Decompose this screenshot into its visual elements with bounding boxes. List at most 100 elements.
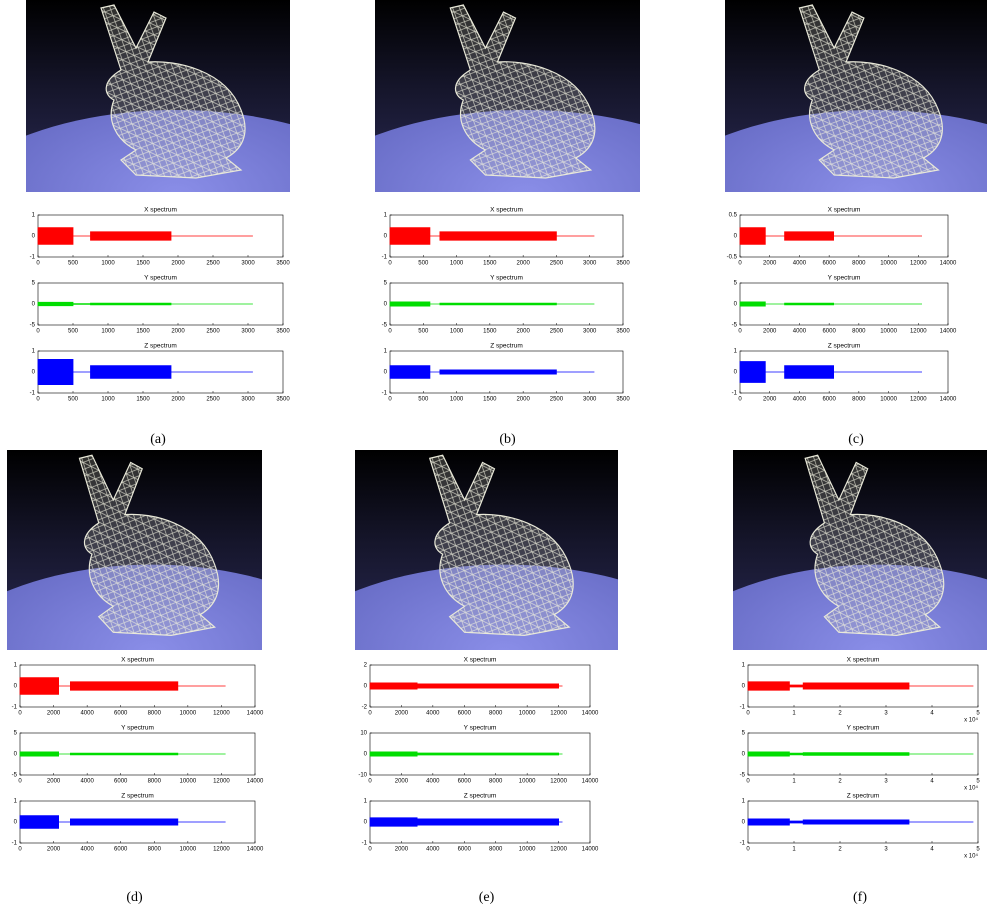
x-tick-label: 3000: [583, 329, 597, 335]
x-tick-label: 5: [976, 711, 980, 717]
x-tick-label: 4000: [793, 329, 807, 335]
x-tick-label: 2500: [206, 329, 220, 335]
x-tick-label: 4000: [80, 711, 94, 717]
x-tick-label: 0: [738, 397, 742, 403]
y-tick-label: 5: [14, 731, 18, 737]
chart-title: Y spectrum: [847, 725, 880, 732]
x-tick-label: 8000: [852, 261, 866, 267]
y-tick-label: -1: [382, 255, 388, 261]
x-tick-label: 1000: [450, 261, 464, 267]
x-tick-label: 1000: [450, 397, 464, 403]
panel-label: (b): [499, 432, 516, 447]
x-tick-label: 500: [68, 261, 79, 267]
x-tick-label: 1500: [483, 329, 497, 335]
x-tick-label: 10000: [880, 329, 897, 335]
x-tick-label: 2: [838, 847, 842, 853]
y-tick-label: -5: [382, 323, 388, 329]
x-tick-label: 4: [930, 711, 934, 717]
x-tick-label: 2000: [47, 779, 61, 785]
x-tick-label: 2000: [171, 329, 185, 335]
y-tick-label: -5: [732, 323, 738, 329]
x-tick-label: 3500: [276, 261, 290, 267]
x-tick-label: 1500: [483, 397, 497, 403]
x-tick-label: 14000: [582, 779, 599, 785]
y-tick-label: -1: [740, 841, 746, 847]
x-tick-label: 2000: [47, 711, 61, 717]
x-tick-label: 3000: [241, 329, 255, 335]
x-tick-label: 5: [976, 847, 980, 853]
y-tick-label: -5: [12, 773, 18, 779]
x-tick-label: 2000: [395, 847, 409, 853]
x-tick-label: 8000: [852, 329, 866, 335]
x-tick-label: 4000: [793, 397, 807, 403]
x-tick-label: 12000: [213, 847, 230, 853]
x-tick-label: 0: [36, 329, 40, 335]
y-tick-label: 0: [32, 302, 36, 308]
chart-title: Z spectrum: [144, 343, 177, 350]
y-tick-label: 0: [384, 234, 388, 240]
x-tick-label: 0: [368, 711, 372, 717]
x-tick-label: 2500: [206, 261, 220, 267]
x-tick-label: 8000: [148, 711, 162, 717]
y-tick-label: 2: [364, 663, 368, 669]
x-tick-label: 14000: [247, 779, 264, 785]
chart-title: Y spectrum: [144, 275, 177, 282]
x-tick-label: 3000: [241, 261, 255, 267]
y-tick-label: 0: [742, 752, 746, 758]
panel-label: (c): [848, 432, 864, 447]
x-tick-label: 2500: [550, 329, 564, 335]
y-tick-label: 1: [384, 349, 388, 355]
x-tick-label: 14000: [582, 711, 599, 717]
y-tick-label: 1: [32, 213, 36, 219]
x-tick-label: 8000: [489, 711, 503, 717]
x-tick-label: 10000: [519, 847, 536, 853]
x-tick-label: 1500: [136, 329, 150, 335]
x-tick-label: 1500: [136, 261, 150, 267]
y-tick-label: 1: [364, 799, 368, 805]
y-tick-label: 0: [742, 820, 746, 826]
y-tick-label: 0: [384, 370, 388, 376]
bunny-render: [245, 450, 763, 856]
y-tick-label: 0.5: [729, 213, 738, 219]
spectrum-envelope: [370, 818, 563, 826]
y-tick-label: 0: [32, 234, 36, 240]
x-tick-label: 12000: [550, 711, 567, 717]
chart-title: Z spectrum: [490, 343, 523, 350]
x-tick-label: 0: [738, 329, 742, 335]
chart-title: Y spectrum: [464, 725, 497, 732]
x-tick-label: 500: [418, 329, 429, 335]
x-tick-label: 1000: [450, 329, 464, 335]
x-tick-label: 1500: [136, 397, 150, 403]
x-tick-label: 10000: [880, 397, 897, 403]
y-tick-label: 1: [742, 799, 746, 805]
x-tick-label: 6000: [458, 847, 472, 853]
x-tick-label: 4000: [793, 261, 807, 267]
chart-title: X spectrum: [490, 207, 523, 214]
x-tick-label: 4000: [426, 779, 440, 785]
x-tick-label: 8000: [489, 779, 503, 785]
x-tick-label: 10000: [180, 779, 197, 785]
x-tick-label: 6000: [822, 261, 836, 267]
chart-title: Y spectrum: [121, 725, 154, 732]
y-tick-label: -1: [732, 391, 738, 397]
x-tick-label: 0: [746, 711, 750, 717]
y-tick-label: 0: [14, 820, 18, 826]
y-tick-label: 1: [14, 663, 18, 669]
y-tick-label: -5: [30, 323, 36, 329]
x-tick-label: 1000: [101, 261, 115, 267]
x-tick-label: 3500: [616, 261, 630, 267]
y-tick-label: -1: [362, 841, 368, 847]
x-tick-label: 0: [738, 261, 742, 267]
x-tick-label: 500: [68, 397, 79, 403]
x-tick-label: 4000: [80, 779, 94, 785]
x-tick-label: 2500: [206, 397, 220, 403]
x-tick-label: 0: [18, 779, 22, 785]
x-tick-label: 4000: [80, 847, 94, 853]
y-tick-label: 10: [360, 731, 367, 737]
x-tick-label: 10000: [180, 711, 197, 717]
bunny-render: [627, 450, 987, 856]
x-tick-label: 2000: [763, 261, 777, 267]
y-tick-label: -1: [740, 705, 746, 711]
x-tick-label: 2000: [47, 847, 61, 853]
x-tick-label: 12000: [910, 397, 927, 403]
